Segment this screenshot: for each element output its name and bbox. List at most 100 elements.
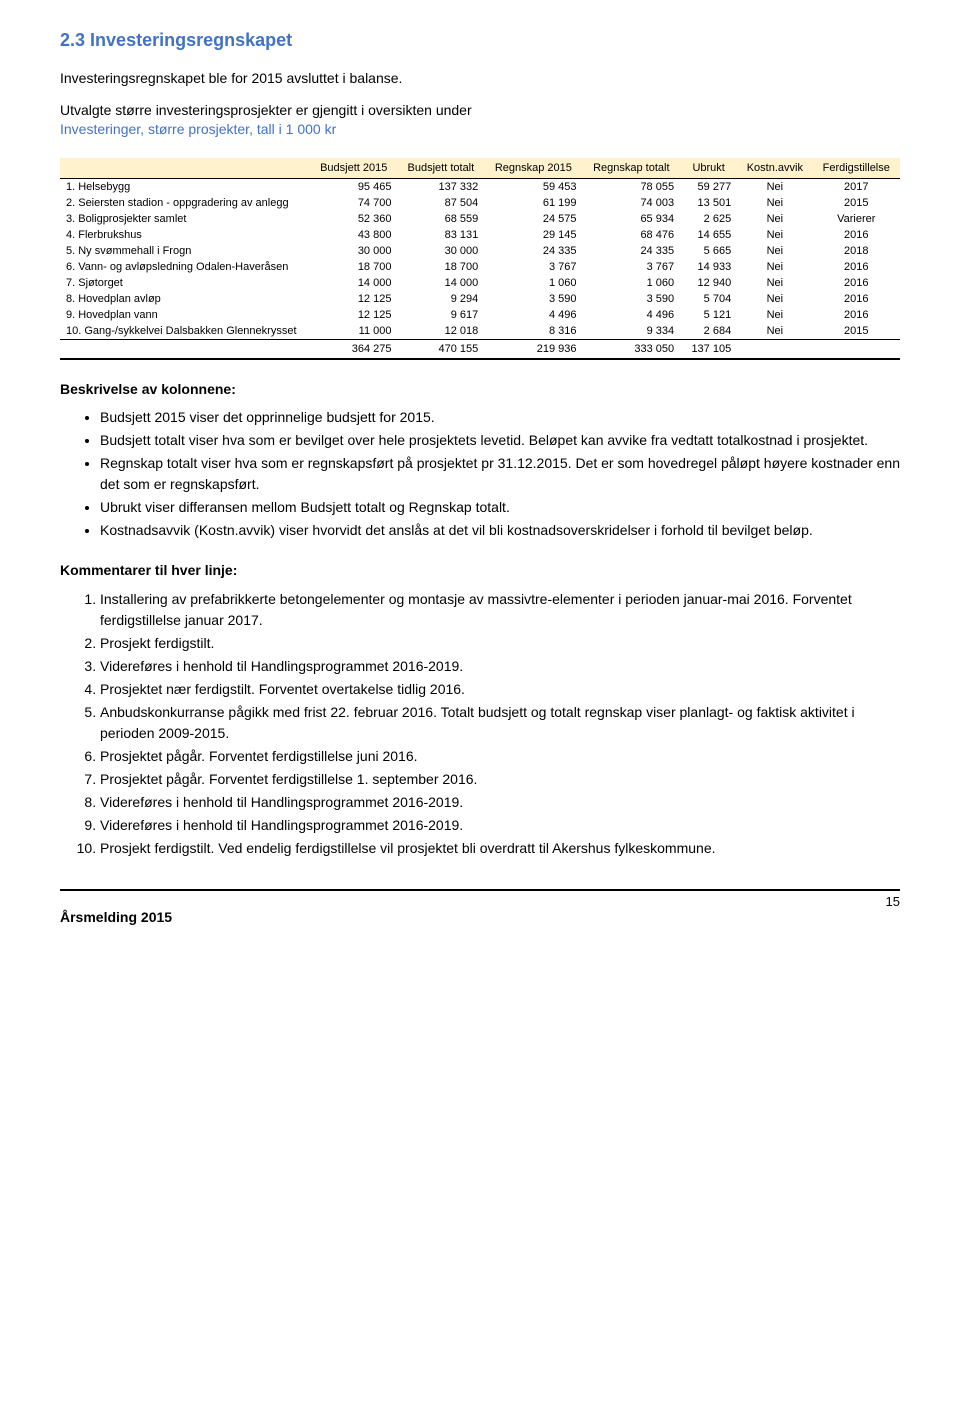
cell-ubrukt: 137 105 bbox=[680, 339, 737, 359]
cell-ubrukt: 5 704 bbox=[680, 291, 737, 307]
kolonne-heading: Beskrivelse av kolonnene: bbox=[60, 380, 900, 400]
cell-kostnavvik: Nei bbox=[737, 243, 812, 259]
cell-ubrukt: 2 684 bbox=[680, 323, 737, 340]
cell-rt: 9 334 bbox=[583, 323, 681, 340]
cell-label bbox=[60, 339, 310, 359]
cell-kostnavvik: Nei bbox=[737, 227, 812, 243]
cell-rt: 24 335 bbox=[583, 243, 681, 259]
table-row: 10. Gang-/sykkelvei Dalsbakken Glennekry… bbox=[60, 323, 900, 340]
kolonne-bullet: Kostnadsavvik (Kostn.avvik) viser hvorvi… bbox=[100, 520, 900, 541]
footer-label: Årsmelding 2015 bbox=[60, 909, 172, 925]
kommentar-item: Prosjektet nær ferdigstilt. Forventet ov… bbox=[100, 679, 900, 700]
section-heading: 2.3 Investeringsregnskapet bbox=[60, 30, 900, 51]
kolonne-bullet-list: Budsjett 2015 viser det opprinnelige bud… bbox=[100, 407, 900, 541]
table-row: 2. Seiersten stadion - oppgradering av a… bbox=[60, 195, 900, 211]
table-row: 3. Boligprosjekter samlet52 36068 55924 … bbox=[60, 211, 900, 227]
intro-link[interactable]: Investeringer, større prosjekter, tall i… bbox=[60, 121, 336, 137]
kommentar-heading: Kommentarer til hver linje: bbox=[60, 561, 900, 581]
kommentar-item: Prosjekt ferdigstilt. Ved endelig ferdig… bbox=[100, 838, 900, 859]
cell-ferdig: 2016 bbox=[813, 275, 901, 291]
kommentar-item: Videreføres i henhold til Handlingsprogr… bbox=[100, 656, 900, 677]
cell-ferdig: 2015 bbox=[813, 323, 901, 340]
cell-label: 10. Gang-/sykkelvei Dalsbakken Glennekry… bbox=[60, 323, 310, 340]
cell-bt: 68 559 bbox=[397, 211, 484, 227]
cell-b15: 11 000 bbox=[310, 323, 397, 340]
cell-ubrukt: 14 655 bbox=[680, 227, 737, 243]
kolonne-bullet: Budsjett totalt viser hva som er bevilge… bbox=[100, 430, 900, 451]
cell-rt: 333 050 bbox=[583, 339, 681, 359]
cell-r15: 24 575 bbox=[484, 211, 582, 227]
cell-bt: 12 018 bbox=[397, 323, 484, 340]
cell-b15: 364 275 bbox=[310, 339, 397, 359]
intro-paragraph-2: Utvalgte større investeringsprosjekter e… bbox=[60, 101, 900, 140]
intro-text: Utvalgte større investeringsprosjekter e… bbox=[60, 102, 472, 118]
cell-label: 5. Ny svømmehall i Frogn bbox=[60, 243, 310, 259]
cell-label: 9. Hovedplan vann bbox=[60, 307, 310, 323]
cell-kostnavvik: Nei bbox=[737, 291, 812, 307]
cell-ferdig: 2016 bbox=[813, 307, 901, 323]
cell-ferdig: 2016 bbox=[813, 227, 901, 243]
col-ferdigstillelse: Ferdigstillelse bbox=[813, 158, 901, 179]
cell-label: 4. Flerbrukshus bbox=[60, 227, 310, 243]
cell-ferdig: 2015 bbox=[813, 195, 901, 211]
cell-label: 7. Sjøtorget bbox=[60, 275, 310, 291]
cell-rt: 74 003 bbox=[583, 195, 681, 211]
kommentar-item: Prosjekt ferdigstilt. bbox=[100, 633, 900, 654]
cell-kostnavvik: Nei bbox=[737, 259, 812, 275]
cell-b15: 18 700 bbox=[310, 259, 397, 275]
kolonne-bullet: Budsjett 2015 viser det opprinnelige bud… bbox=[100, 407, 900, 428]
cell-bt: 83 131 bbox=[397, 227, 484, 243]
cell-bt: 9 294 bbox=[397, 291, 484, 307]
cell-kostnavvik: Nei bbox=[737, 275, 812, 291]
cell-r15: 1 060 bbox=[484, 275, 582, 291]
cell-r15: 59 453 bbox=[484, 178, 582, 195]
cell-ferdig bbox=[813, 339, 901, 359]
cell-b15: 52 360 bbox=[310, 211, 397, 227]
table-row: 9. Hovedplan vann12 1259 6174 4964 4965 … bbox=[60, 307, 900, 323]
cell-b15: 95 465 bbox=[310, 178, 397, 195]
kommentar-item: Videreføres i henhold til Handlingsprogr… bbox=[100, 792, 900, 813]
cell-kostnavvik: Nei bbox=[737, 195, 812, 211]
cell-r15: 3 767 bbox=[484, 259, 582, 275]
cell-ubrukt: 5 121 bbox=[680, 307, 737, 323]
cell-b15: 43 800 bbox=[310, 227, 397, 243]
cell-b15: 74 700 bbox=[310, 195, 397, 211]
cell-label: 8. Hovedplan avløp bbox=[60, 291, 310, 307]
cell-rt: 78 055 bbox=[583, 178, 681, 195]
cell-r15: 219 936 bbox=[484, 339, 582, 359]
cell-b15: 14 000 bbox=[310, 275, 397, 291]
cell-rt: 3 590 bbox=[583, 291, 681, 307]
table-totals-row: 364 275470 155219 936333 050137 105 bbox=[60, 339, 900, 359]
cell-ferdig: 2017 bbox=[813, 178, 901, 195]
cell-ubrukt: 2 625 bbox=[680, 211, 737, 227]
cell-r15: 3 590 bbox=[484, 291, 582, 307]
cell-ubrukt: 13 501 bbox=[680, 195, 737, 211]
table-row: 5. Ny svømmehall i Frogn30 00030 00024 3… bbox=[60, 243, 900, 259]
cell-kostnavvik: Nei bbox=[737, 323, 812, 340]
cell-rt: 1 060 bbox=[583, 275, 681, 291]
col-kostnavvik: Kostn.avvik bbox=[737, 158, 812, 179]
cell-label: 1. Helsebygg bbox=[60, 178, 310, 195]
cell-bt: 470 155 bbox=[397, 339, 484, 359]
cell-ubrukt: 12 940 bbox=[680, 275, 737, 291]
cell-rt: 4 496 bbox=[583, 307, 681, 323]
kommentar-item: Videreføres i henhold til Handlingsprogr… bbox=[100, 815, 900, 836]
heading-title: Investeringsregnskapet bbox=[90, 30, 292, 50]
kommentar-item: Installering av prefabrikkerte betongele… bbox=[100, 589, 900, 631]
cell-b15: 12 125 bbox=[310, 291, 397, 307]
table-row: 8. Hovedplan avløp12 1259 2943 5903 5905… bbox=[60, 291, 900, 307]
kommentar-item: Prosjektet pågår. Forventet ferdigstille… bbox=[100, 769, 900, 790]
table-row: 7. Sjøtorget14 00014 0001 0601 06012 940… bbox=[60, 275, 900, 291]
page-footer: 15 Årsmelding 2015 bbox=[60, 889, 900, 925]
col-ubrukt: Ubrukt bbox=[680, 158, 737, 179]
cell-kostnavvik: Nei bbox=[737, 178, 812, 195]
col-budsjett-totalt: Budsjett totalt bbox=[397, 158, 484, 179]
projects-table: Budsjett 2015 Budsjett totalt Regnskap 2… bbox=[60, 158, 900, 360]
heading-number: 2.3 bbox=[60, 30, 85, 50]
cell-label: 3. Boligprosjekter samlet bbox=[60, 211, 310, 227]
col-regnskap-2015: Regnskap 2015 bbox=[484, 158, 582, 179]
table-header-row: Budsjett 2015 Budsjett totalt Regnskap 2… bbox=[60, 158, 900, 179]
cell-ubrukt: 14 933 bbox=[680, 259, 737, 275]
cell-rt: 3 767 bbox=[583, 259, 681, 275]
cell-rt: 68 476 bbox=[583, 227, 681, 243]
